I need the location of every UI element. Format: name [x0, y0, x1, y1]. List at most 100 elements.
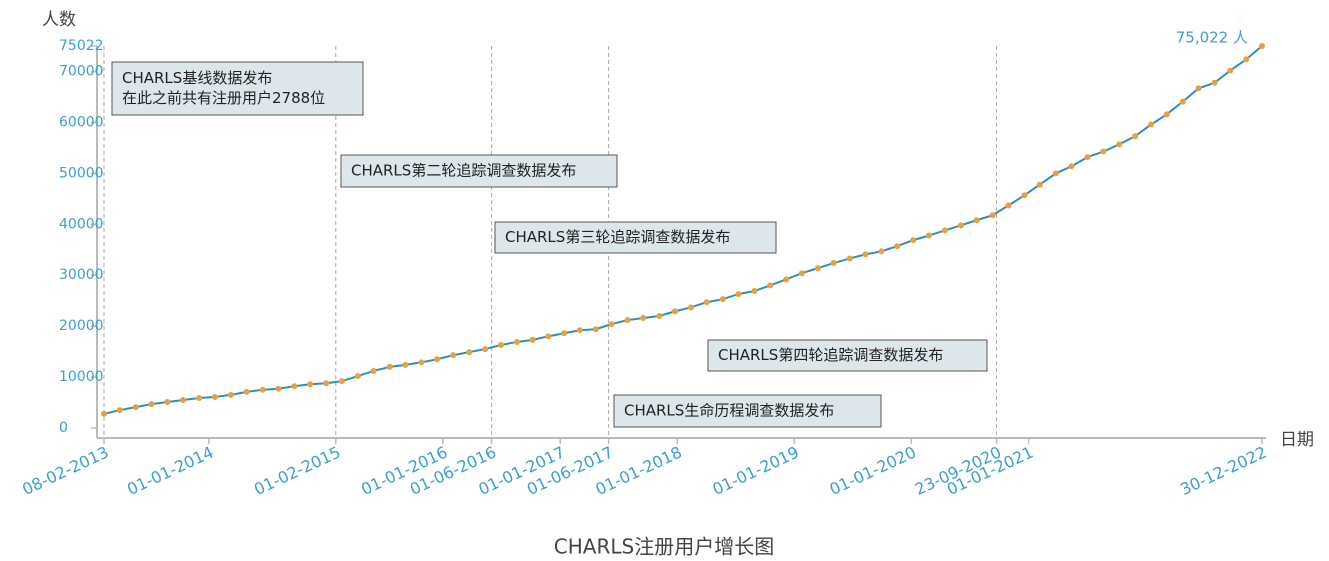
point — [148, 401, 155, 408]
point — [386, 363, 393, 370]
point — [180, 396, 187, 403]
y-tick-label: 60000 — [59, 114, 104, 130]
point — [814, 265, 821, 272]
point — [989, 212, 996, 219]
y-tick-label: 20000 — [59, 318, 104, 334]
y-tick-label: 70000 — [59, 64, 104, 80]
point — [767, 282, 774, 289]
y-tick-label: 75022 — [59, 38, 104, 54]
point — [513, 338, 520, 345]
point — [1132, 133, 1139, 140]
annotation-box — [111, 61, 364, 116]
annotation-box — [494, 221, 777, 254]
point — [211, 393, 218, 400]
annotation-box — [340, 154, 618, 188]
point — [450, 352, 457, 359]
point — [116, 407, 123, 414]
point — [751, 288, 758, 295]
point — [624, 317, 631, 324]
y-tick-label: 30000 — [59, 267, 104, 283]
point — [497, 342, 504, 349]
point — [1211, 79, 1218, 86]
point — [1116, 141, 1123, 148]
point — [1163, 111, 1170, 118]
point — [719, 296, 726, 303]
point — [1036, 181, 1043, 188]
annotation-text: CHARLS生命历程调查数据发布 — [624, 402, 834, 420]
chart-title: CHARLS注册用户增长图 — [554, 535, 774, 559]
point — [846, 255, 853, 262]
point — [592, 326, 599, 333]
y-tick-label: 10000 — [59, 369, 104, 385]
point — [941, 227, 948, 234]
point — [291, 383, 298, 390]
point — [1021, 192, 1028, 199]
point — [973, 217, 980, 224]
y-tick-label: 0 — [59, 420, 68, 436]
point — [101, 410, 107, 417]
x-tick-label: 01-02-2015 — [251, 442, 343, 499]
point — [688, 304, 695, 311]
point — [370, 367, 377, 374]
point — [830, 260, 837, 267]
point — [910, 237, 917, 244]
point — [243, 388, 250, 395]
point — [735, 291, 742, 298]
point — [402, 361, 409, 368]
x-axis-label: 日期 — [1280, 430, 1314, 450]
point — [561, 330, 568, 337]
point — [259, 386, 266, 393]
point — [338, 378, 345, 385]
point — [275, 385, 282, 392]
annotation-text: CHARLS基线数据发布 — [122, 69, 272, 87]
annotation-text: CHARLS第三轮追踪调查数据发布 — [505, 228, 730, 246]
annotation-text: 在此之前共有注册用户2788位 — [122, 89, 325, 107]
x-tick-label: 01-01-2019 — [710, 442, 802, 499]
point — [798, 270, 805, 277]
x-tick-label: 30-12-2022 — [1177, 442, 1269, 499]
point — [1259, 43, 1265, 49]
y-tick-label: 50000 — [59, 165, 104, 181]
point — [783, 276, 790, 283]
point — [466, 349, 473, 356]
point — [323, 380, 330, 387]
point — [434, 356, 441, 363]
point — [529, 336, 536, 343]
point — [894, 243, 901, 250]
point — [1052, 170, 1059, 177]
point — [1005, 202, 1012, 209]
y-axis-label: 人数 — [42, 10, 76, 30]
point — [1227, 67, 1234, 74]
point — [354, 373, 361, 380]
point — [1100, 148, 1107, 155]
point — [1195, 85, 1202, 92]
point — [227, 391, 234, 398]
annotation-box — [707, 339, 988, 372]
point — [878, 248, 885, 255]
point — [1084, 154, 1091, 161]
point — [132, 404, 139, 411]
point — [957, 222, 964, 229]
point — [1243, 56, 1250, 63]
point — [1068, 163, 1075, 170]
annotation-text: CHARLS第二轮追踪调查数据发布 — [351, 162, 576, 180]
point — [307, 381, 314, 388]
point — [1148, 121, 1155, 128]
point — [608, 321, 615, 328]
x-tick-label: 01-01-2020 — [827, 442, 919, 499]
point — [545, 333, 552, 340]
y-tick-label: 40000 — [59, 216, 104, 232]
x-tick-label: 08-02-2013 — [19, 442, 111, 499]
x-tick-label: 01-01-2014 — [124, 442, 216, 499]
point — [671, 308, 678, 315]
point — [1179, 98, 1186, 105]
point — [925, 232, 932, 239]
value-label: 75,022 人 — [1176, 29, 1248, 47]
point — [196, 394, 203, 401]
point — [576, 327, 583, 334]
point — [656, 312, 663, 319]
point — [164, 399, 171, 406]
annotation-box — [613, 394, 882, 428]
point — [703, 299, 710, 306]
